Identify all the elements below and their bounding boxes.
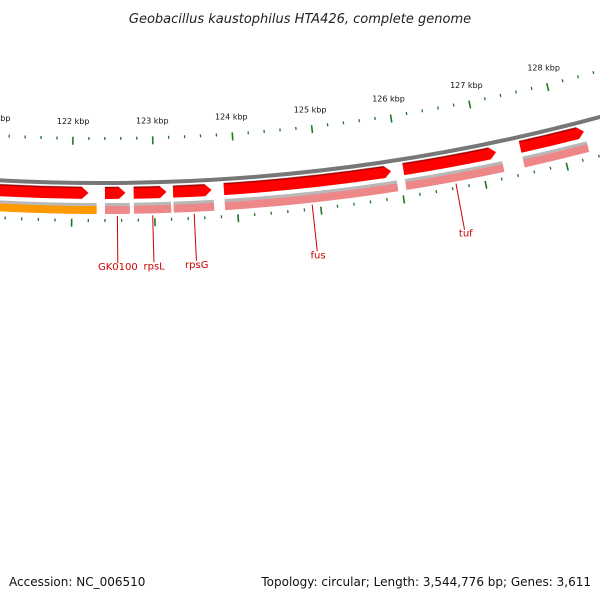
- cds-track: [0, 126, 584, 199]
- cds-shadow: [0, 183, 83, 189]
- gene-label: fus: [310, 250, 325, 261]
- gene-track: [0, 141, 590, 214]
- inner-tick: [310, 125, 314, 134]
- scale-label: 121 kbp: [0, 114, 10, 123]
- inner-tick: [437, 106, 439, 110]
- cds-shadow: [133, 185, 160, 189]
- cds-arrow[interactable]: [133, 186, 167, 199]
- scale-label: 124 kbp: [215, 112, 248, 121]
- outer-tick: [597, 154, 600, 158]
- cds-shadow: [402, 147, 489, 165]
- scale-label: 125 kbp: [294, 105, 327, 114]
- gene-labels: rpoCGK0100rpsLrpsGfustuf: [98, 183, 473, 273]
- map-title: Geobacillus kaustophilus HTA426, complet…: [129, 12, 471, 27]
- inner-tick: [483, 97, 486, 101]
- gene-shadow: [133, 201, 172, 206]
- gene-feature-rpsg[interactable]: [173, 202, 215, 213]
- scale-label: 122 kbp: [57, 117, 90, 126]
- inner-tick: [530, 86, 533, 90]
- outer-tick: [533, 170, 536, 174]
- cds-shadow: [104, 186, 119, 189]
- inner-tick: [499, 93, 502, 98]
- outer-tick: [549, 166, 552, 170]
- outer-tick: [319, 206, 323, 215]
- gene-label-leader: [455, 183, 466, 230]
- outer-tick: [500, 177, 503, 181]
- scale-label: 123 kbp: [136, 116, 169, 125]
- gene-label: rpsG: [185, 260, 208, 271]
- gene-shadow: [224, 180, 398, 203]
- cds-shadow: [172, 183, 205, 188]
- inner-tick: [577, 75, 580, 79]
- kbp-scale-labels: 121 kbp 122 kbp 123 kbp 124 kbp 125 kbp 126 k…: [0, 64, 560, 126]
- scale-label: 126 kbp: [372, 95, 405, 104]
- outer-tick: [402, 195, 406, 204]
- gene-feature-6[interactable]: [522, 144, 590, 168]
- cds-shadow: [518, 126, 577, 143]
- gene-label: GK0100: [98, 262, 138, 273]
- gene-label-leader: [152, 215, 155, 263]
- outer-tick: [517, 173, 519, 178]
- inner-tick-ring: [8, 71, 595, 145]
- inner-tick: [515, 90, 518, 94]
- inner-tick: [389, 114, 393, 123]
- gene-feature-rpoc[interactable]: [0, 172, 97, 214]
- outer-tick: [451, 187, 454, 191]
- gene-feature-tuf[interactable]: [405, 164, 505, 190]
- gene-label-leader: [193, 213, 197, 261]
- inner-tick: [468, 100, 472, 109]
- gene-label: tuf: [459, 229, 473, 240]
- gene-shadow: [522, 141, 588, 160]
- accession-text: Accession: NC_006510: [9, 575, 145, 589]
- outer-tick: [484, 180, 488, 189]
- genome-backbone: [0, 114, 600, 185]
- inner-tick: [592, 71, 595, 75]
- gene-feature-rpsl[interactable]: [133, 204, 172, 214]
- cds-arrow[interactable]: [518, 127, 584, 153]
- gene-shadow: [0, 200, 97, 206]
- gene-feature-fus[interactable]: [224, 183, 399, 211]
- cds-arrow[interactable]: [172, 184, 212, 198]
- cds-arrow[interactable]: [223, 166, 392, 196]
- outer-tick: [581, 158, 584, 162]
- outer-tick-ring: [4, 154, 600, 227]
- outer-tick: [468, 184, 470, 188]
- gene-shadow: [404, 161, 503, 183]
- inner-tick: [421, 109, 424, 113]
- gene-label-leader: [311, 204, 318, 252]
- gene-feature-gk0100[interactable]: [104, 205, 130, 214]
- gene-label: rpsL: [143, 261, 165, 272]
- genome-summary-text: Topology: circular; Length: 3,544,776 bp…: [260, 575, 591, 589]
- inner-tick: [452, 103, 455, 107]
- gene-shadow: [173, 199, 214, 205]
- cds-arrow[interactable]: [0, 154, 89, 199]
- cds-shadow: [223, 165, 384, 185]
- outer-tick: [237, 214, 240, 223]
- scale-label: 127 kbp: [450, 81, 483, 90]
- scale-label: 128 kbp: [527, 64, 560, 73]
- cds-arrow[interactable]: [402, 147, 497, 176]
- inner-tick: [231, 132, 234, 141]
- outer-tick: [435, 190, 438, 194]
- gene-shadow: [104, 202, 130, 206]
- cds-arrow[interactable]: [104, 186, 126, 199]
- inner-tick: [545, 83, 550, 92]
- outer-tick: [565, 162, 569, 171]
- inner-tick: [561, 79, 564, 83]
